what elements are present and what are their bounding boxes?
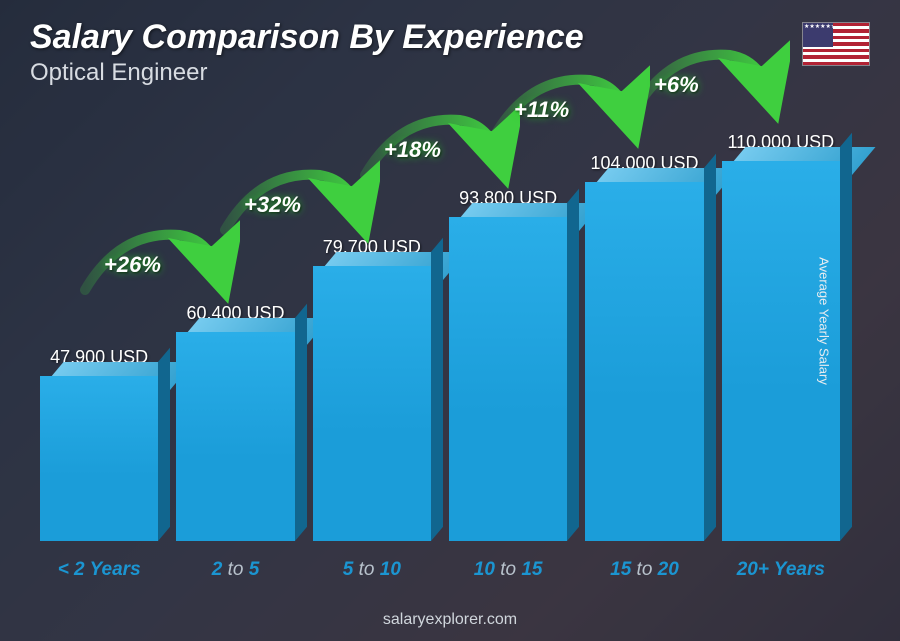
bar (313, 266, 431, 541)
x-axis-label: 10 to 15 (449, 559, 567, 581)
percent-increase-badge: +11% (510, 95, 573, 125)
x-axis-label: 15 to 20 (585, 559, 703, 581)
x-axis-label: 20+ Years (722, 559, 840, 581)
chart-title: Salary Comparison By Experience (30, 18, 870, 57)
bars-container: 47,900 USD 60,400 USD 79,700 USD 93,800 … (40, 121, 840, 541)
bar-column: 104,000 USD (585, 153, 703, 541)
percent-increase-badge: +26% (100, 250, 165, 280)
header: Salary Comparison By Experience Optical … (30, 18, 870, 87)
bar (176, 332, 294, 541)
bar (585, 182, 703, 541)
y-axis-label: Average Yearly Salary (817, 257, 832, 385)
footer-site: salaryexplorer.com (0, 611, 900, 629)
percent-increase-badge: +32% (240, 190, 305, 220)
bar-column: 47,900 USD (40, 347, 158, 541)
x-axis-label: < 2 Years (40, 559, 158, 581)
us-flag-icon: ★★★★★★★★★★★★★★★★★★★★ (802, 22, 870, 66)
chart-area: 47,900 USD 60,400 USD 79,700 USD 93,800 … (40, 120, 840, 581)
bar (449, 217, 567, 541)
percent-increase-badge: +18% (380, 135, 445, 165)
x-axis-labels: < 2 Years 2 to 5 5 to 10 10 to 15 15 to 20 20… (40, 559, 840, 581)
bar (40, 376, 158, 541)
chart-subtitle: Optical Engineer (30, 59, 870, 87)
x-axis-label: 2 to 5 (176, 559, 294, 581)
x-axis-label: 5 to 10 (313, 559, 431, 581)
bar-column: 93,800 USD (449, 188, 567, 541)
bar-column: 79,700 USD (313, 237, 431, 541)
bar-column: 60,400 USD (176, 303, 294, 541)
